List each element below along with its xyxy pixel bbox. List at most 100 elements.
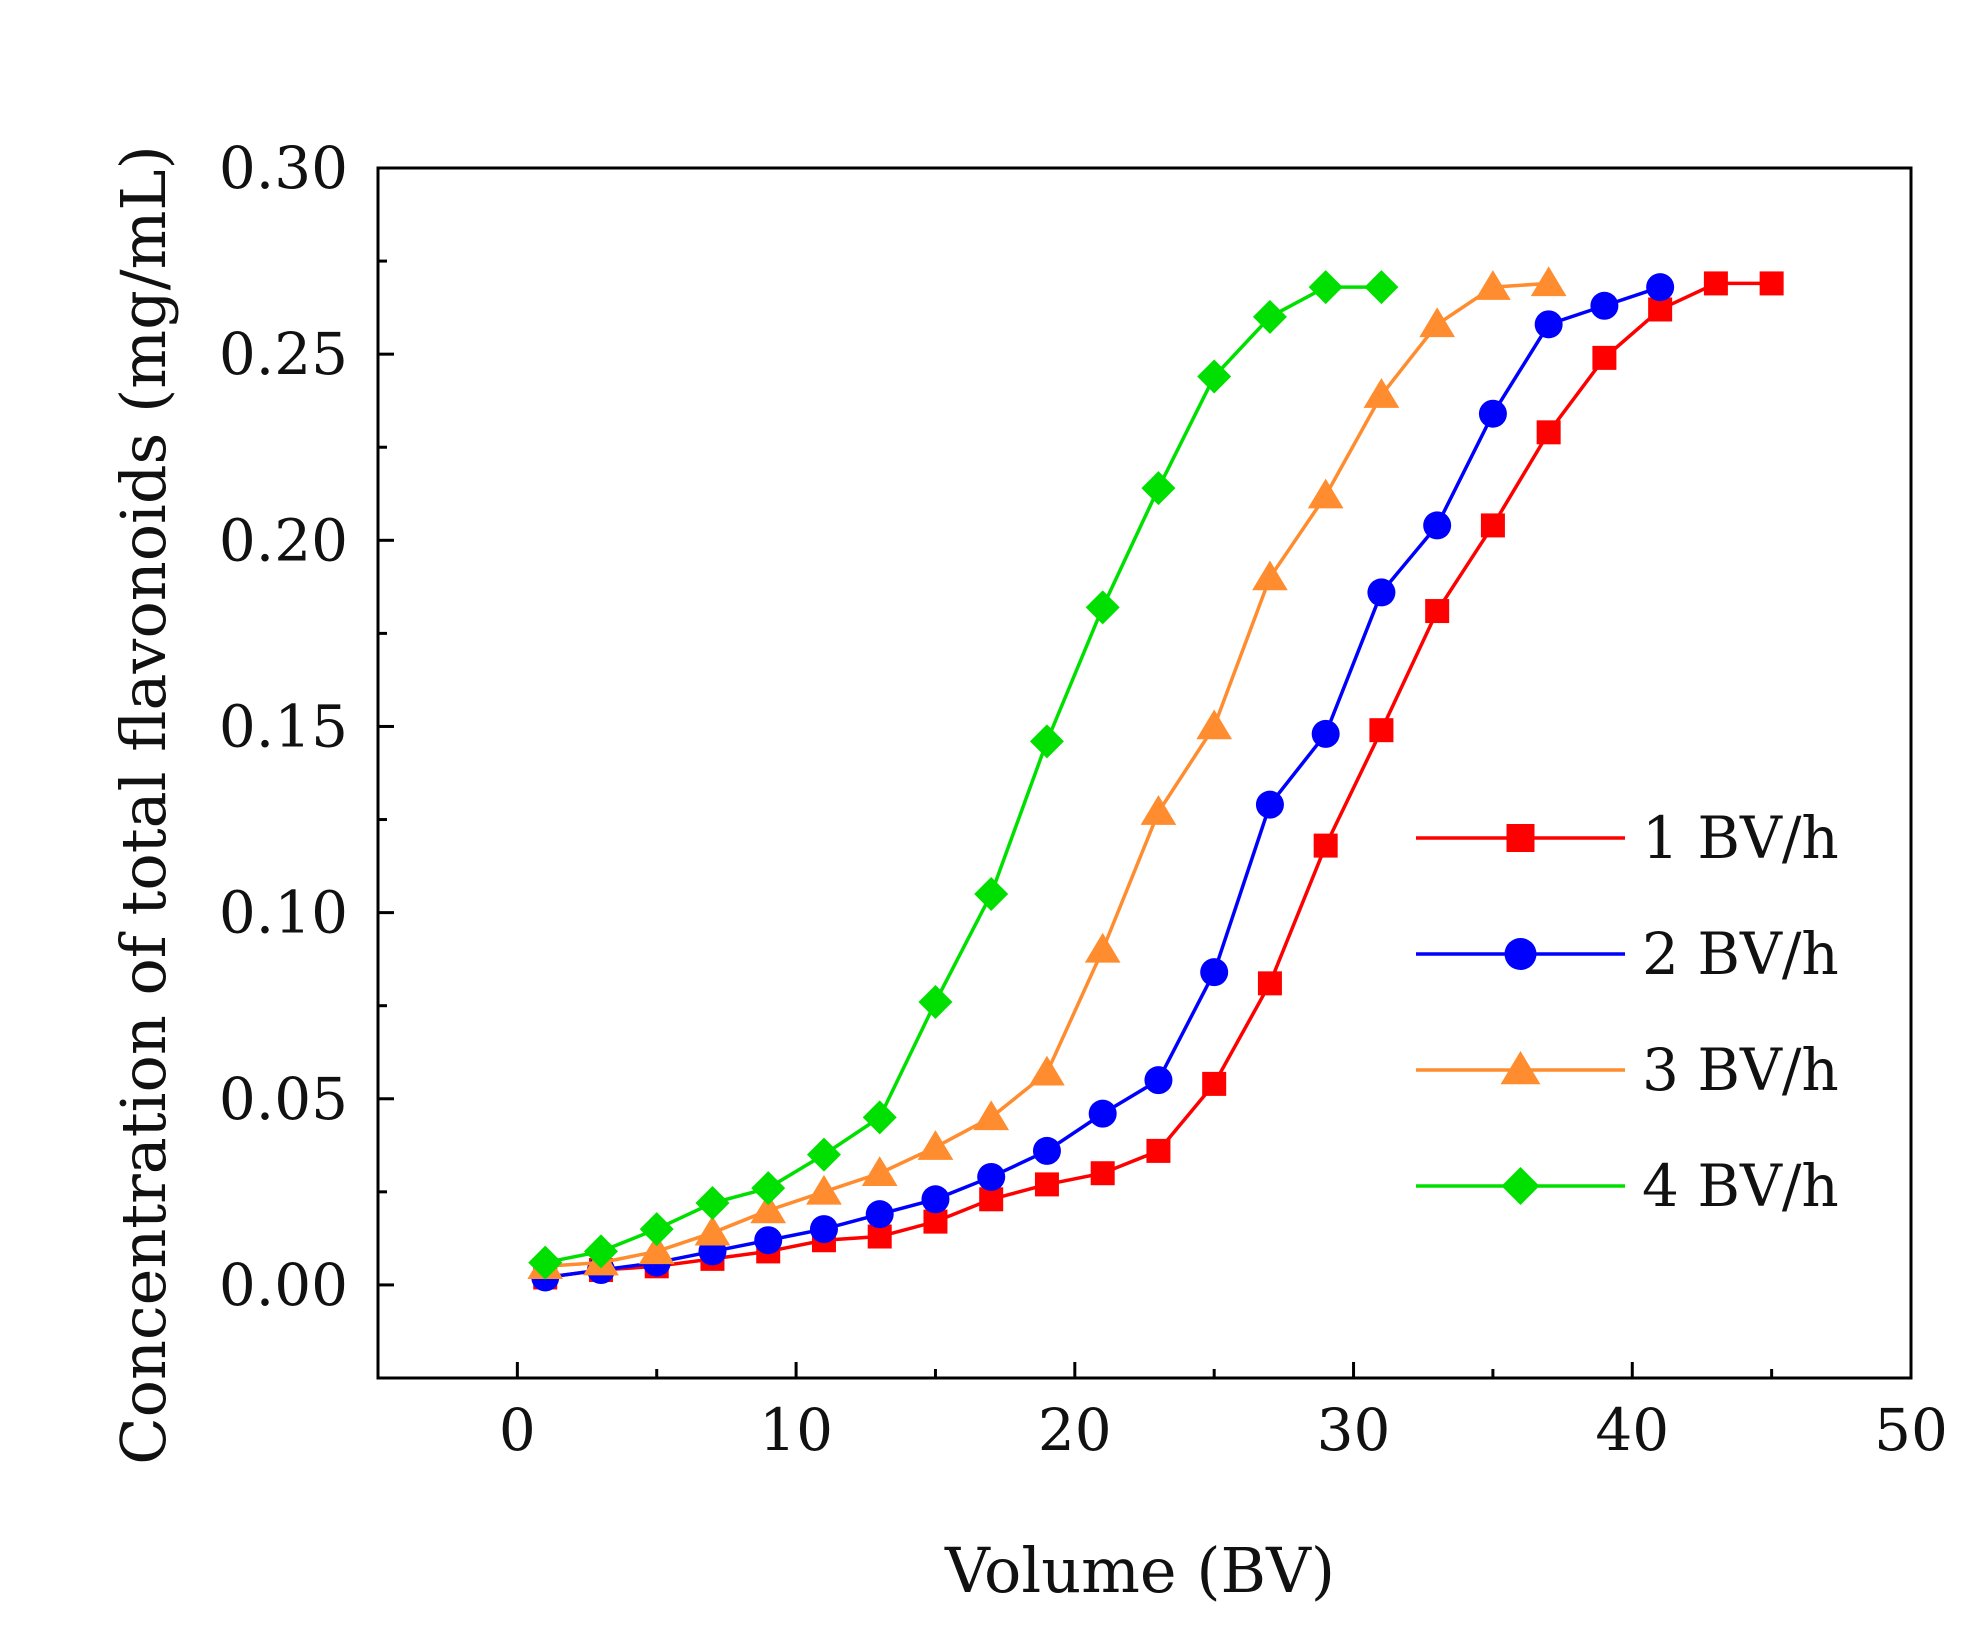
x-axis-ticks: 0 10 20 30 40 50 <box>499 1362 1948 1464</box>
x-axis-label: Volume (BV) <box>944 1534 1335 1607</box>
data-point <box>694 1215 731 1246</box>
data-point <box>528 1245 563 1280</box>
series-line <box>545 281 1772 1280</box>
data-point <box>1141 471 1176 506</box>
series-1 <box>533 271 1784 1290</box>
data-point <box>867 1224 892 1249</box>
data-point <box>1534 310 1563 339</box>
data-point <box>1590 291 1619 320</box>
data-point <box>1032 1136 1061 1165</box>
legend-item: 3 BV/h <box>1416 1036 1839 1104</box>
data-point <box>1140 795 1177 825</box>
data-point <box>977 1162 1006 1191</box>
series-3 <box>527 266 1567 1280</box>
plot-border <box>376 166 1913 1380</box>
data-point <box>1252 560 1288 591</box>
data-point <box>1029 724 1064 759</box>
data-point <box>1480 513 1505 538</box>
data-point <box>1646 273 1675 302</box>
x-tick-label: 40 <box>1595 1396 1669 1464</box>
legend-label: 4 BV/h <box>1642 1152 1839 1220</box>
data-point <box>1146 1138 1171 1163</box>
series-4 <box>528 270 1399 1280</box>
y-axis-ticks: 0.00 0.05 0.10 0.15 0.20 0.25 0.30 <box>219 134 394 1319</box>
x-tick-label: 0 <box>499 1396 536 1464</box>
data-point <box>1252 299 1287 334</box>
data-point <box>1034 1172 1059 1197</box>
legend-marker <box>1504 938 1537 970</box>
data-point <box>1703 271 1728 296</box>
x-tick-label: 10 <box>759 1396 833 1464</box>
data-point <box>806 1174 842 1205</box>
data-point <box>750 1193 787 1224</box>
data-point <box>1197 359 1232 394</box>
series-2 <box>531 273 1675 1292</box>
data-point <box>1475 270 1511 300</box>
data-point <box>1530 266 1567 297</box>
legend-marker <box>1501 1167 1540 1205</box>
data-point <box>583 1234 618 1269</box>
data-point <box>1648 297 1673 322</box>
data-point <box>1759 271 1784 296</box>
data-point <box>1255 790 1284 819</box>
data-point <box>1367 578 1396 607</box>
data-point <box>1088 1099 1117 1128</box>
y-tick-label: 0.25 <box>219 320 348 388</box>
data-point <box>973 1100 1010 1131</box>
data-point <box>806 1137 841 1172</box>
legend-label: 3 BV/h <box>1642 1036 1839 1104</box>
data-point <box>1085 590 1120 625</box>
y-tick-label: 0.10 <box>219 879 348 947</box>
plot-frame <box>376 166 1913 1380</box>
data-point <box>1592 345 1617 370</box>
series-line <box>545 281 1549 1269</box>
data-point <box>1313 833 1338 858</box>
data-point <box>1144 1066 1173 1095</box>
legend-label: 1 BV/h <box>1642 804 1839 872</box>
data-point <box>1363 378 1400 408</box>
data-point <box>1419 307 1456 338</box>
legend-label: 2 BV/h <box>1642 920 1839 988</box>
y-tick-label: 0.30 <box>219 134 348 202</box>
data-point <box>1257 971 1282 996</box>
data-point <box>862 1100 897 1135</box>
data-point <box>1202 1071 1227 1096</box>
series-layer <box>527 266 1784 1292</box>
data-point <box>1311 719 1340 748</box>
legend-item: 4 BV/h <box>1416 1152 1839 1220</box>
data-point <box>865 1200 894 1229</box>
data-point <box>751 1171 786 1206</box>
x-tick-label: 50 <box>1874 1396 1948 1464</box>
legend-item: 1 BV/h <box>1416 804 1839 872</box>
data-point <box>917 1130 954 1160</box>
y-tick-label: 0.00 <box>219 1251 348 1319</box>
data-point <box>1478 399 1507 428</box>
data-point <box>1196 709 1233 740</box>
data-point <box>1200 958 1229 987</box>
x-tick-label: 30 <box>1317 1396 1391 1464</box>
data-point <box>638 1234 675 1265</box>
data-point <box>1307 478 1344 509</box>
data-point <box>695 1186 730 1221</box>
y-tick-label: 0.05 <box>219 1065 348 1133</box>
series-line <box>544 285 1382 1265</box>
data-point <box>918 984 953 1019</box>
data-point <box>921 1185 950 1214</box>
legend-marker <box>1500 1051 1541 1085</box>
data-point <box>754 1226 783 1255</box>
data-point <box>1423 511 1452 540</box>
y-tick-label: 0.20 <box>219 506 348 574</box>
data-point <box>1029 1055 1065 1086</box>
legend-marker <box>1506 824 1535 852</box>
data-point <box>1425 599 1450 624</box>
data-point <box>923 1209 948 1234</box>
data-point <box>809 1215 838 1244</box>
data-point <box>861 1156 898 1186</box>
data-point <box>1084 932 1121 963</box>
x-tick-label: 20 <box>1038 1396 1112 1464</box>
data-point <box>1090 1161 1115 1186</box>
data-point <box>979 1187 1004 1212</box>
y-axis-label: Concentration of total flavonoids (mg/mL… <box>107 145 180 1465</box>
data-point <box>974 877 1009 911</box>
